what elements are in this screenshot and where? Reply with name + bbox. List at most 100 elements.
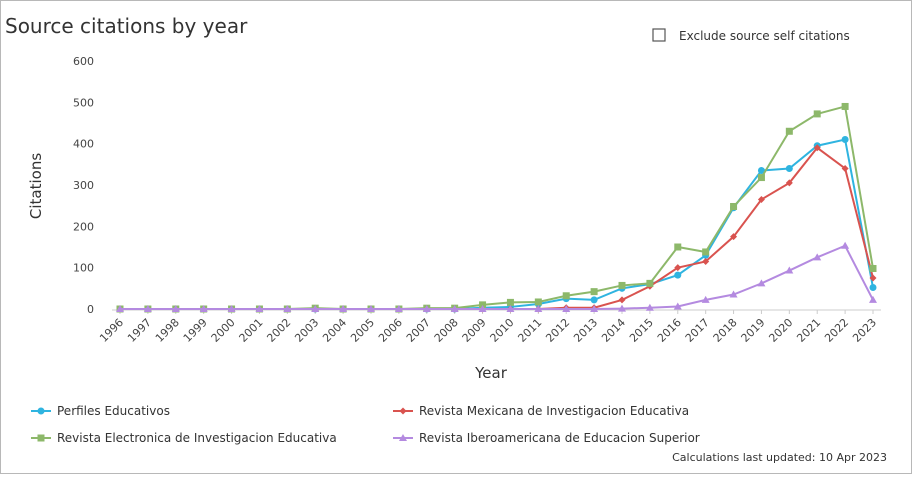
x-tick-label: 2012 [543,316,572,345]
y-tick-label: 200 [73,220,94,233]
y-tick-label: 100 [73,262,94,275]
x-tick-label: 2013 [571,316,600,345]
data-point [757,174,765,182]
data-point [729,290,738,298]
x-tick-label: 2002 [264,316,293,345]
data-point [422,305,431,312]
data-point [534,298,542,306]
data-point [618,304,626,312]
x-tick-label: 2008 [432,316,461,345]
data-point [283,305,292,312]
y-tick-label: 600 [73,55,94,68]
x-tick-label: 2007 [404,316,433,345]
data-point [646,279,654,287]
data-point [785,179,793,187]
data-point [506,305,515,312]
data-point [869,284,877,292]
x-tick-label: 2023 [850,316,879,345]
x-tick-label: 2021 [794,316,823,345]
y-tick-label: 500 [73,96,94,109]
data-point [199,305,208,312]
data-point [702,257,710,265]
data-point [701,295,710,303]
data-point [841,164,849,172]
y-tick-label: 400 [73,138,94,151]
legend-label: Revista Electronica de Investigacion Edu… [57,431,337,445]
series-line [120,244,874,310]
x-tick-label: 2018 [711,316,740,345]
x-tick-label: 2019 [739,316,768,345]
data-point [590,305,599,312]
data-point [757,279,766,287]
data-point [841,241,850,249]
checkbox-label[interactable]: Exclude source self citations [679,29,850,43]
data-point [478,305,487,312]
x-tick-label: 1998 [153,316,182,345]
data-point [813,144,821,152]
data-point [450,305,459,312]
data-point [813,253,822,261]
data-point [730,233,738,241]
data-point [255,305,264,312]
x-tick-label: 1997 [125,316,154,345]
legend-marker [399,407,407,415]
legend-label: Perfiles Educativos [57,404,170,418]
data-point [673,302,682,310]
x-tick-label: 2016 [655,316,684,345]
y-tick-label: 0 [87,303,94,316]
data-point [785,266,794,274]
x-tick-label: 2003 [292,316,321,345]
x-tick-label: 2009 [460,316,489,345]
data-point [394,305,403,312]
checkbox[interactable] [652,28,666,42]
legend-marker [399,434,407,441]
data-point [339,305,348,312]
data-point [702,248,710,256]
data-point [171,305,180,312]
data-point [116,305,124,312]
data-point [730,202,738,210]
data-point [590,296,598,304]
data-point [479,301,487,309]
y-tick-label: 300 [73,179,94,192]
data-point [562,305,571,312]
x-tick-label: 2017 [683,316,712,345]
data-point [785,164,793,172]
x-tick-label: 2004 [320,316,349,345]
data-point [367,305,375,312]
legend-marker [37,407,45,415]
data-point [674,243,682,251]
x-tick-label: 1999 [181,316,210,345]
data-point [785,127,793,135]
x-tick-label: 2020 [766,316,795,345]
x-tick-label: 2005 [348,316,377,345]
x-axis-label: Year [474,364,508,382]
data-point [645,303,654,311]
x-tick-label: 2000 [209,316,238,345]
data-point [869,295,877,303]
data-point [841,136,849,144]
data-point [813,110,821,118]
legend-label: Revista Iberoamericana de Educacion Supe… [419,431,700,445]
data-point [757,195,765,203]
data-point [311,305,320,312]
x-tick-label: 1996 [97,316,126,345]
data-point [590,288,598,296]
chart-title: Source citations by year [5,14,248,38]
x-tick-label: 2014 [599,316,628,345]
x-tick-label: 2010 [488,316,517,345]
data-point [618,296,626,304]
legend-marker [37,434,45,442]
y-axis-label: Citations [27,153,45,219]
data-point [869,264,877,272]
data-point [841,102,849,110]
x-tick-label: 2011 [515,316,544,345]
series-line [120,105,874,310]
data-point [534,305,543,312]
data-point [674,271,682,279]
data-point [143,305,152,312]
x-tick-label: 2001 [237,316,266,345]
data-point [227,305,236,312]
